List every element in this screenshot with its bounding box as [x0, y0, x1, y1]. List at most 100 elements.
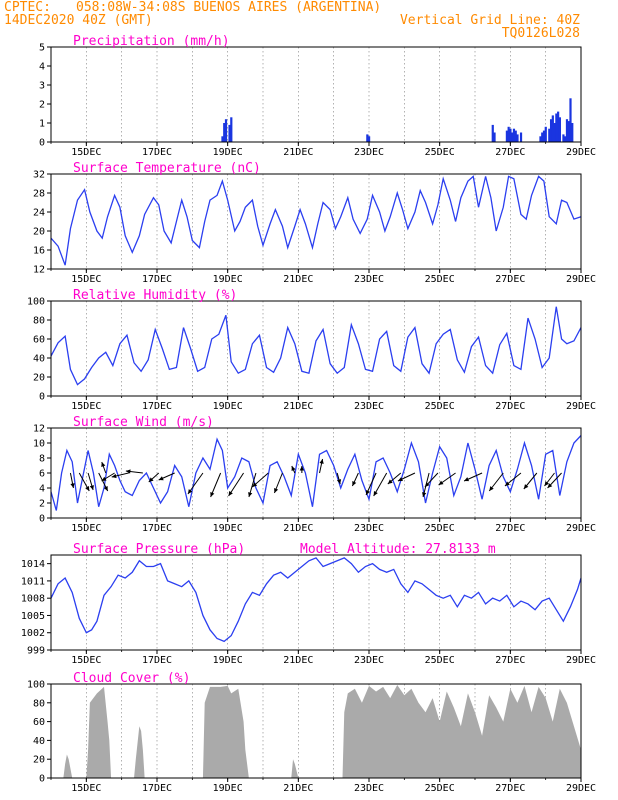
precip-bar [569, 98, 572, 142]
y-tick-label: 60 [33, 717, 45, 728]
header-date: 14DEC2020 40Z (GMT) [4, 13, 153, 28]
precip-bar [567, 121, 570, 142]
precip-bar [228, 124, 231, 142]
precip-bar [230, 117, 233, 142]
y-tick-label: 20 [33, 755, 45, 766]
y-tick-label: 20 [33, 227, 45, 238]
panel-title: Precipitation (mm/h) [73, 34, 230, 49]
y-tick-label: 2 [39, 100, 45, 111]
cloud-cover-area [51, 684, 581, 778]
panel-frame [50, 173, 582, 270]
header-source: CPTEC: [4, 0, 51, 15]
x-tick-label: 29DEC [566, 783, 596, 794]
y-tick-label: 3 [39, 81, 45, 92]
x-tick-label: 25DEC [425, 274, 455, 285]
wind-arrow-head [187, 489, 193, 494]
y-tick-label: 1002 [21, 628, 45, 639]
y-tick-label: 4 [39, 62, 45, 73]
y-tick-label: 16 [33, 246, 45, 257]
y-tick-label: 0 [39, 514, 45, 525]
x-tick-label: 15DEC [71, 655, 101, 666]
x-tick-label: 19DEC [213, 401, 243, 412]
wind-arrow-head [210, 492, 215, 497]
wind-arrow-head [373, 491, 378, 496]
precip-bar [544, 126, 547, 142]
x-tick-label: 27DEC [495, 655, 525, 666]
y-tick-label: 32 [33, 170, 45, 181]
wind-arrow-head [111, 473, 117, 479]
y-tick-label: 6 [39, 469, 45, 480]
x-tick-label: 25DEC [425, 655, 455, 666]
panel-frame [50, 427, 582, 519]
wind-arrow-head [438, 480, 444, 485]
precip-bar [221, 136, 224, 142]
x-tick-label: 19DEC [213, 783, 243, 794]
wind-arrow-head [424, 482, 430, 487]
precip-bar [571, 123, 574, 142]
y-tick-label: 1005 [21, 611, 45, 622]
wind-arrow-head [85, 486, 90, 491]
x-tick-label: 23DEC [354, 783, 384, 794]
wind-arrow-head [504, 481, 510, 486]
wind-arrow-head [544, 481, 549, 486]
x-tick-label: 23DEC [354, 274, 384, 285]
wind-arrow-head [252, 482, 258, 487]
series-line [50, 175, 582, 266]
wind-arrow-head [101, 476, 107, 481]
x-tick-label: 21DEC [283, 147, 313, 158]
precip-bar [555, 113, 558, 142]
precip-bar [553, 123, 556, 142]
x-tick-label: 27DEC [495, 147, 525, 158]
precip-bar [539, 136, 542, 142]
x-tick-label: 17DEC [142, 147, 172, 158]
panel-title: Surface Temperature (nC) [73, 161, 261, 176]
x-tick-label: 21DEC [283, 523, 313, 534]
precip-bar [557, 111, 560, 142]
x-tick-label: 15DEC [71, 274, 101, 285]
wind-arrow-head [291, 466, 296, 471]
y-tick-label: 28 [33, 189, 45, 200]
header-model: TQ0126L028 [502, 26, 580, 41]
precip-bar [548, 128, 551, 142]
y-tick-label: 40 [33, 736, 45, 747]
x-tick-label: 19DEC [213, 655, 243, 666]
panel-title: Relative Humidity (%) [73, 288, 237, 303]
precip-bar [541, 132, 544, 142]
panel-frame [50, 300, 582, 397]
wind-arrow-head [422, 492, 427, 497]
x-tick-label: 15DEC [71, 783, 101, 794]
x-tick-label: 19DEC [213, 523, 243, 534]
x-tick-label: 25DEC [425, 147, 455, 158]
precip-bar [223, 123, 226, 142]
x-tick-label: 23DEC [354, 401, 384, 412]
x-tick-label: 15DEC [71, 401, 101, 412]
wind-arrow-head [547, 483, 553, 488]
x-tick-label: 29DEC [566, 401, 596, 412]
x-tick-label: 27DEC [495, 401, 525, 412]
y-tick-label: 10 [33, 439, 45, 450]
y-tick-label: 12 [33, 424, 45, 435]
x-tick-label: 29DEC [566, 655, 596, 666]
x-tick-label: 25DEC [425, 783, 455, 794]
precip-bar [491, 124, 494, 142]
x-tick-label: 21DEC [283, 401, 313, 412]
panel-frame [50, 683, 582, 779]
y-tick-label: 5 [39, 43, 45, 54]
wind-arrow-head [70, 483, 75, 488]
x-tick-label: 15DEC [71, 523, 101, 534]
y-tick-label: 1011 [21, 576, 45, 587]
y-tick-label: 0 [39, 138, 45, 149]
panel-title: Cloud Cover (%) [73, 671, 190, 686]
precip-bar [505, 130, 508, 142]
x-tick-label: 17DEC [142, 274, 172, 285]
x-tick-label: 19DEC [213, 274, 243, 285]
wind-arrow [228, 472, 244, 497]
y-tick-label: 1 [39, 119, 45, 130]
wind-arrow-head [365, 490, 370, 495]
wind-arrow-head [274, 488, 279, 493]
precip-bar [551, 115, 554, 142]
precip-bar [366, 134, 369, 142]
wind-arrow-head [148, 477, 154, 482]
precip-bar [507, 126, 510, 142]
y-tick-label: 80 [33, 698, 45, 709]
